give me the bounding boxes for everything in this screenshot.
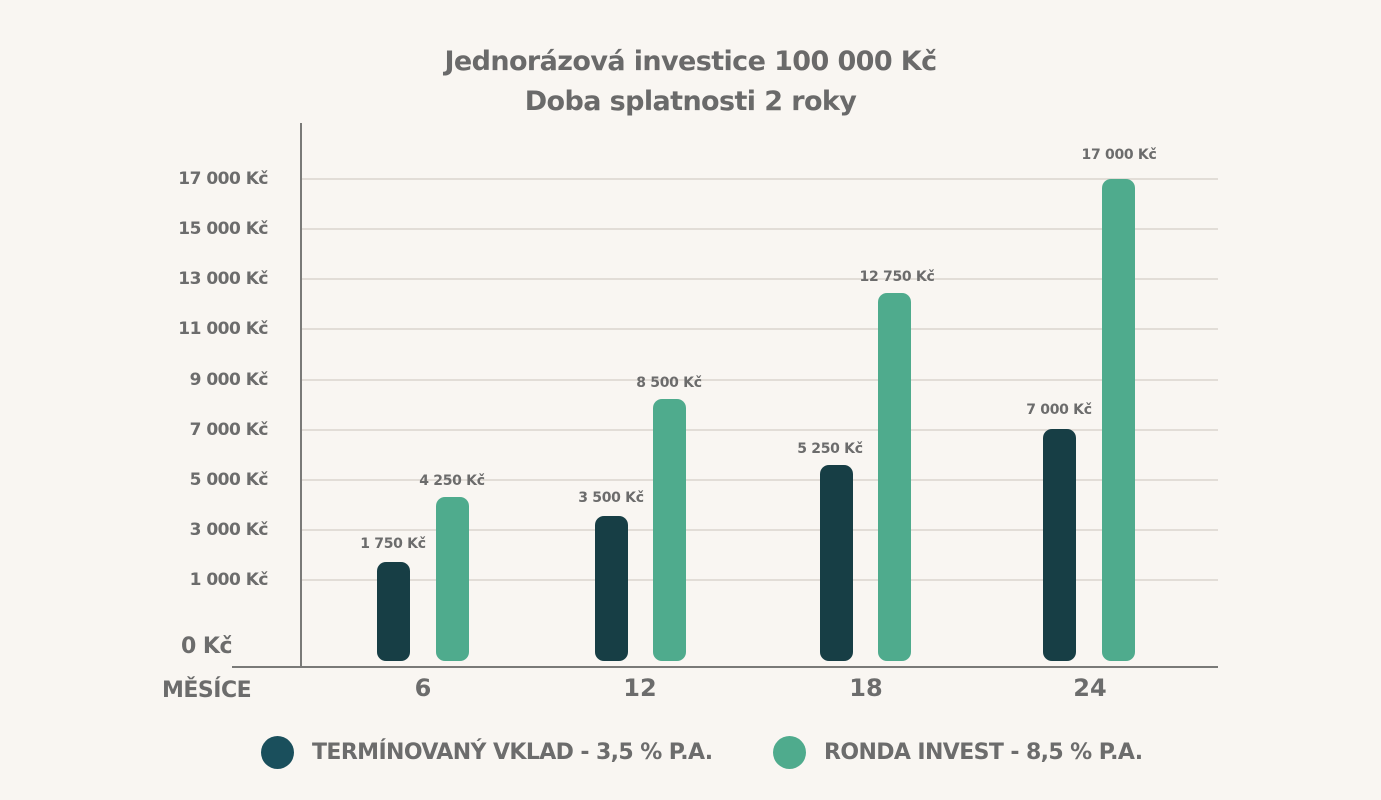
- gridline-9000: [302, 379, 1218, 381]
- chart-title-line2: Doba splatnosti 2 roky: [524, 86, 857, 117]
- gridline-11000: [302, 328, 1218, 330]
- bar-label: 7 000 Kč: [1026, 402, 1092, 418]
- bar-label: 17 000 Kč: [1081, 147, 1157, 163]
- y-tick-label: 7 000 Kč: [189, 420, 269, 440]
- x-tick-label: 18: [849, 674, 883, 702]
- bar-label: 3 500 Kč: [578, 490, 644, 506]
- gridline-17000: [302, 178, 1218, 180]
- gridline-7000: [302, 429, 1218, 431]
- bar-termvklad-24: [1043, 429, 1076, 661]
- y-tick-label: 13 000 Kč: [178, 269, 268, 289]
- y-zero-label: 0 Kč: [180, 634, 233, 659]
- x-tick-label: 24: [1073, 674, 1107, 702]
- gridline-13000: [302, 278, 1218, 280]
- legend-item-termvklad: TERMÍNOVANÝ VKLAD - 3,5 % P.A.: [261, 732, 713, 772]
- x-axis-title: MĚSÍCE: [162, 678, 252, 703]
- y-tick-label: 11 000 Kč: [178, 319, 268, 339]
- gridline-1000: [302, 579, 1218, 581]
- bar-label: 5 250 Kč: [797, 441, 863, 457]
- x-tick-label: 12: [623, 674, 657, 702]
- bar-termvklad-18: [820, 465, 853, 661]
- y-tick-label: 17 000 Kč: [178, 169, 268, 189]
- legend-dot-icon: [773, 735, 806, 769]
- y-tick-label: 9 000 Kč: [189, 370, 269, 390]
- y-axis-line: [300, 123, 302, 668]
- y-tick-label: 3 000 Kč: [189, 520, 269, 540]
- bar-ronda-18: [878, 293, 911, 661]
- gridline-3000: [302, 529, 1218, 531]
- bar-ronda-6: [436, 497, 469, 661]
- gridline-15000: [302, 228, 1218, 230]
- legend-item-ronda: RONDA INVEST - 8,5 % P.A.: [773, 732, 1143, 772]
- bar-label: 1 750 Kč: [360, 536, 426, 552]
- y-tick-label: 15 000 Kč: [178, 219, 268, 239]
- x-axis-line: [232, 666, 1218, 668]
- legend-dot-icon: [261, 735, 294, 769]
- bar-ronda-24: [1102, 179, 1135, 661]
- bar-termvklad-6: [377, 562, 410, 661]
- y-tick-label: 1 000 Kč: [189, 570, 269, 590]
- chart-title-line1: Jednorázová investice 100 000 Kč: [444, 46, 937, 77]
- gridline-5000: [302, 479, 1218, 481]
- y-tick-label: 5 000 Kč: [189, 470, 269, 490]
- bar-ronda-12: [653, 399, 686, 661]
- x-tick-label: 6: [414, 674, 432, 702]
- legend-label: TERMÍNOVANÝ VKLAD - 3,5 % P.A.: [312, 739, 713, 765]
- legend-label: RONDA INVEST - 8,5 % P.A.: [824, 739, 1143, 765]
- bar-termvklad-12: [595, 516, 628, 661]
- bar-label: 12 750 Kč: [859, 269, 935, 285]
- bar-label: 8 500 Kč: [636, 375, 702, 391]
- bar-label: 4 250 Kč: [419, 473, 485, 489]
